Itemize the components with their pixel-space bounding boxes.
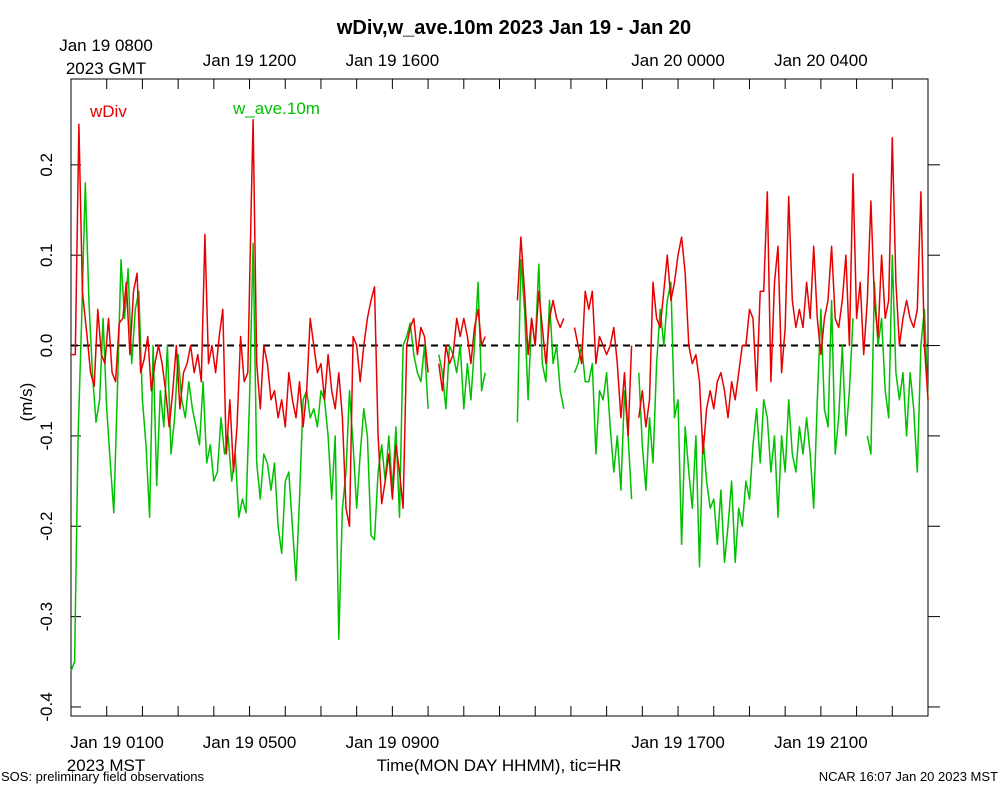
- top-axis-label: Jan 20 0000: [631, 51, 725, 70]
- bottom-axis-label: Jan 19 0500: [203, 733, 297, 752]
- bottom-axis-first-label: Jan 19 0100: [70, 733, 164, 752]
- bottom-axis-label: Jan 19 2100: [774, 733, 868, 752]
- chart-title: wDiv,w_ave.10m 2023 Jan 19 - Jan 20: [336, 17, 691, 39]
- top-axis-first-label: Jan 19 0800: [59, 36, 153, 55]
- y-tick-label: -0.4: [37, 692, 56, 721]
- top-axis-label: Jan 19 1600: [346, 51, 440, 70]
- plot-frame: [70, 78, 929, 717]
- bottom-axis-label: Jan 19 0900: [346, 733, 440, 752]
- top-axis-label: Jan 20 0400: [774, 51, 868, 70]
- bottom-axis-timezone-label: 2023 MST: [67, 756, 145, 775]
- legend-label: wDiv: [89, 102, 127, 121]
- y-axis-label: (m/s): [17, 383, 36, 422]
- footer-left: SOS: preliminary field observations: [1, 769, 205, 784]
- y-tick-label: 0.2: [37, 153, 56, 177]
- x-axis-label: Time(MON DAY HHMM), tic=HR: [377, 756, 622, 775]
- top-axis-label: Jan 19 1200: [203, 51, 297, 70]
- top-axis-timezone-label: 2023 GMT: [66, 59, 146, 78]
- y-tick-label: 0.1: [37, 243, 56, 267]
- y-tick-label: -0.3: [37, 602, 56, 631]
- legend-label: w_ave.10m: [232, 99, 320, 118]
- series-line-wdiv: [71, 118, 929, 528]
- y-tick-label: -0.2: [37, 512, 56, 541]
- y-tick-label: 0.0: [37, 334, 56, 358]
- y-tick-label: -0.1: [37, 421, 56, 450]
- footer-right: NCAR 16:07 Jan 20 2023 MST: [819, 769, 998, 784]
- bottom-axis-label: Jan 19 1700: [631, 733, 725, 752]
- series-line-w-ave-10m: [70, 182, 929, 672]
